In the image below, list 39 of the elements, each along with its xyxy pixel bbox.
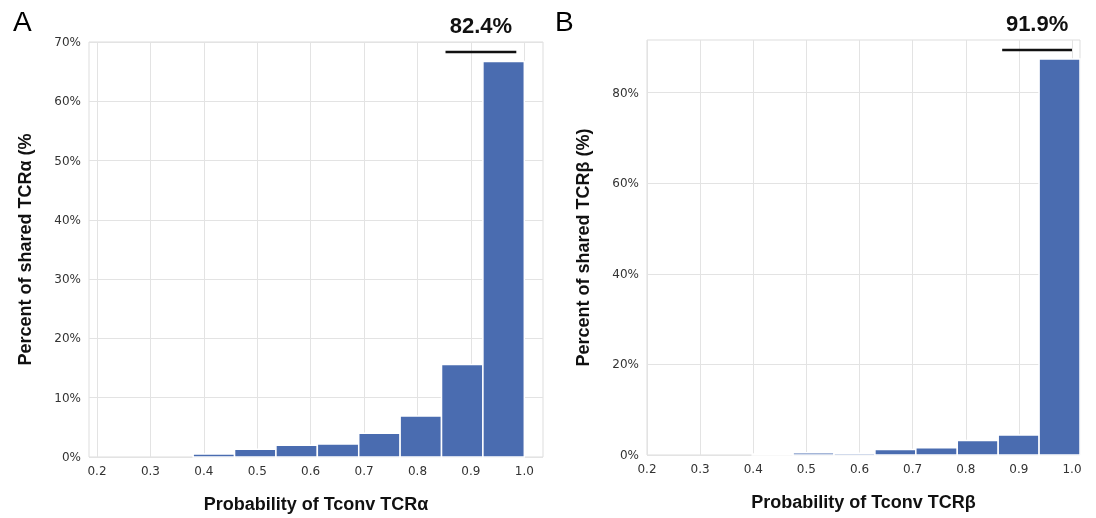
x-axis-title: Probability of Tconv TCRα [203, 494, 429, 514]
y-tick-label: 60% [612, 176, 639, 191]
y-tick-label: 30% [54, 272, 81, 287]
chart-title: B [555, 5, 574, 37]
x-tick-label: 0.7 [354, 464, 374, 478]
x-tick-label: 0.3 [690, 462, 710, 476]
x-tick-label: 1.0 [1062, 462, 1082, 476]
x-tick-label: 0.9 [461, 464, 481, 478]
x-tick-label: 0.8 [407, 464, 428, 478]
text: 82.4% [449, 12, 513, 38]
x-tick-label: 0.5 [247, 464, 267, 478]
x-tick-label: 0.4 [194, 464, 214, 478]
y-tick-label: 10% [54, 390, 81, 405]
y-tick-label: 40% [612, 266, 639, 281]
y-tick-label: 20% [612, 357, 639, 372]
y-tick-label: 80% [612, 85, 639, 100]
x-axis-title: Probability of Tconv TCRβ [751, 492, 976, 512]
x-tick-label: 0.2 [87, 464, 107, 478]
x-tick-label: 0.6 [301, 464, 321, 478]
x-tick-label: 1.0 [514, 464, 534, 478]
y-tick-label: 60% [54, 94, 81, 109]
x-tick-label: 0.5 [796, 462, 816, 476]
y-tick-label: 50% [54, 153, 81, 168]
x-tick-label: 0.8 [956, 462, 976, 476]
x-tick-label: 0.7 [903, 462, 923, 476]
x-tick-label: 0.2 [637, 462, 657, 476]
y-axis-title: Percent of shared TCRα (% [15, 133, 35, 366]
x-tick-label: 0.9 [1009, 462, 1029, 476]
y-tick-label: 0% [61, 450, 81, 464]
x-tick-label: 0.3 [140, 464, 160, 478]
y-axis-title: Percent of shared TCRβ (%) [573, 128, 593, 367]
y-tick-label: 0% [619, 448, 639, 462]
y-tick-label: 70% [54, 35, 81, 49]
x-tick-label: 0.4 [743, 462, 763, 476]
chart-title: A [13, 5, 32, 37]
y-tick-label: 20% [54, 331, 81, 346]
y-tick-label: 40% [54, 212, 81, 227]
text: 91.9% [1005, 10, 1069, 36]
x-tick-label: 0.6 [849, 462, 870, 476]
